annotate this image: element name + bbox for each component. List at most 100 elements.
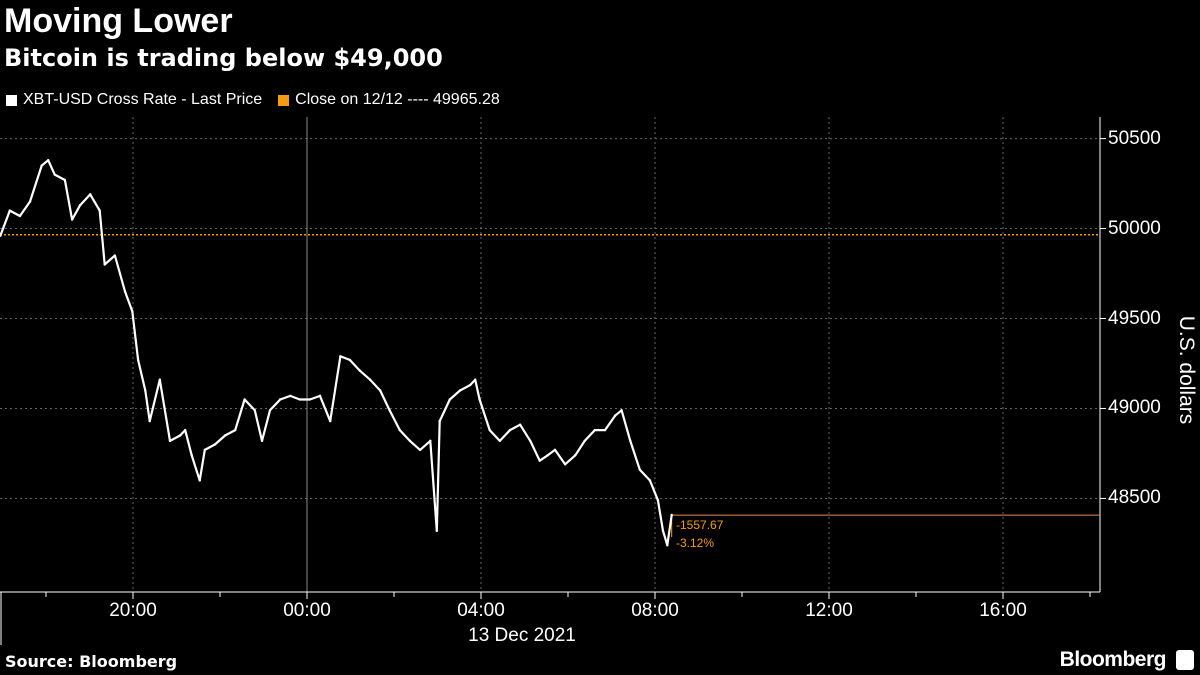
price-point bbox=[593, 428, 597, 432]
price-point bbox=[168, 439, 172, 443]
price-point bbox=[488, 428, 491, 432]
price-point bbox=[18, 214, 22, 218]
source-note: Source: Bloomberg bbox=[5, 652, 178, 671]
price-point bbox=[298, 398, 301, 401]
price-point bbox=[478, 398, 481, 401]
x-tick-label: 16:00 bbox=[979, 600, 1027, 621]
y-tick-label: 50500 bbox=[1108, 127, 1161, 149]
price-point bbox=[223, 434, 227, 437]
x-tick-label: 12:00 bbox=[805, 600, 853, 621]
legend-label-price: XBT-USD Cross Rate - Last Price bbox=[23, 91, 263, 108]
price-point bbox=[613, 414, 617, 417]
price-point bbox=[198, 479, 201, 482]
price-point bbox=[670, 513, 673, 517]
price-point bbox=[243, 398, 246, 401]
legend: XBT-USD Cross Rate - Last Price Close on… bbox=[6, 91, 500, 109]
legend-label-close: Close on 12/12 ---- 49965.28 bbox=[295, 91, 500, 108]
price-point bbox=[203, 448, 206, 452]
price-point bbox=[260, 439, 264, 443]
price-point bbox=[429, 439, 432, 443]
annotation-percent: -3.12% bbox=[676, 536, 715, 550]
y-tick-label: 50000 bbox=[1108, 217, 1161, 239]
price-point bbox=[8, 209, 11, 212]
legend-swatch-close bbox=[278, 94, 290, 106]
price-point bbox=[468, 383, 472, 387]
price-point bbox=[603, 428, 607, 432]
price-point bbox=[518, 423, 522, 426]
price-point bbox=[538, 459, 541, 462]
price-point bbox=[474, 378, 477, 381]
price-point bbox=[318, 394, 322, 398]
price-point bbox=[234, 428, 237, 432]
price-point bbox=[629, 439, 632, 443]
price-point bbox=[339, 355, 342, 358]
price-point bbox=[498, 439, 502, 443]
price-point bbox=[131, 310, 134, 313]
price-point bbox=[103, 263, 106, 266]
price-point bbox=[368, 378, 372, 381]
price-point bbox=[98, 209, 101, 212]
price-point bbox=[123, 290, 127, 293]
price-point bbox=[213, 443, 217, 446]
price-point bbox=[253, 409, 256, 412]
price-point bbox=[63, 178, 67, 182]
price-point bbox=[348, 358, 351, 362]
price-point bbox=[638, 468, 641, 471]
price-point bbox=[53, 173, 56, 176]
price-point bbox=[268, 409, 272, 412]
price-point bbox=[398, 428, 401, 432]
price-point bbox=[408, 439, 412, 443]
price-point bbox=[546, 454, 549, 457]
price-point bbox=[40, 164, 43, 167]
price-point bbox=[666, 544, 669, 547]
x-tick-label: 00:00 bbox=[283, 600, 331, 621]
price-point bbox=[563, 463, 567, 466]
y-tick-label: 49500 bbox=[1108, 307, 1161, 329]
price-point bbox=[178, 434, 182, 437]
price-point bbox=[144, 389, 147, 392]
legend-swatch-price bbox=[6, 94, 17, 106]
price-point bbox=[308, 398, 312, 401]
price-point bbox=[418, 448, 422, 452]
brand-logo: Bloomberg bbox=[1059, 648, 1167, 671]
price-series-line bbox=[0, 159, 673, 547]
price-point bbox=[458, 389, 462, 392]
price-point bbox=[113, 254, 117, 257]
price-point bbox=[574, 454, 577, 457]
price-point bbox=[148, 419, 151, 423]
price-point bbox=[358, 369, 362, 372]
price-point bbox=[529, 439, 532, 443]
price-point bbox=[289, 394, 292, 398]
price-point bbox=[508, 428, 512, 432]
price-point bbox=[553, 448, 557, 452]
y-tick-label: 48500 bbox=[1108, 487, 1161, 509]
price-point bbox=[28, 200, 32, 203]
price-point bbox=[184, 428, 187, 432]
price-point bbox=[70, 218, 74, 221]
price-point bbox=[278, 398, 282, 401]
x-tick-label: 04:00 bbox=[457, 600, 505, 621]
chart-title: Moving Lower bbox=[4, 2, 233, 40]
bloomberg-chart-icon bbox=[1176, 650, 1194, 670]
price-point bbox=[158, 378, 162, 381]
x-tick-label: 20:00 bbox=[109, 600, 157, 621]
price-point bbox=[438, 419, 441, 423]
y-axis-title: U.S. dollars bbox=[1175, 315, 1198, 425]
price-point bbox=[190, 454, 193, 457]
price-point bbox=[656, 499, 660, 502]
price-point bbox=[661, 529, 665, 533]
y-tick-label: 49000 bbox=[1108, 397, 1161, 419]
price-point bbox=[136, 358, 140, 362]
price-point bbox=[388, 409, 391, 412]
price-point bbox=[435, 529, 438, 533]
x-axis-date-label: 13 Dec 2021 bbox=[468, 625, 576, 646]
price-point bbox=[78, 203, 82, 207]
price-point bbox=[620, 409, 623, 412]
price-point bbox=[583, 439, 586, 443]
price-point bbox=[648, 479, 652, 482]
price-point bbox=[46, 158, 50, 162]
price-point bbox=[329, 419, 332, 423]
annotation-change: -1557.67 bbox=[676, 518, 724, 532]
x-tick-label: 08:00 bbox=[631, 600, 679, 621]
